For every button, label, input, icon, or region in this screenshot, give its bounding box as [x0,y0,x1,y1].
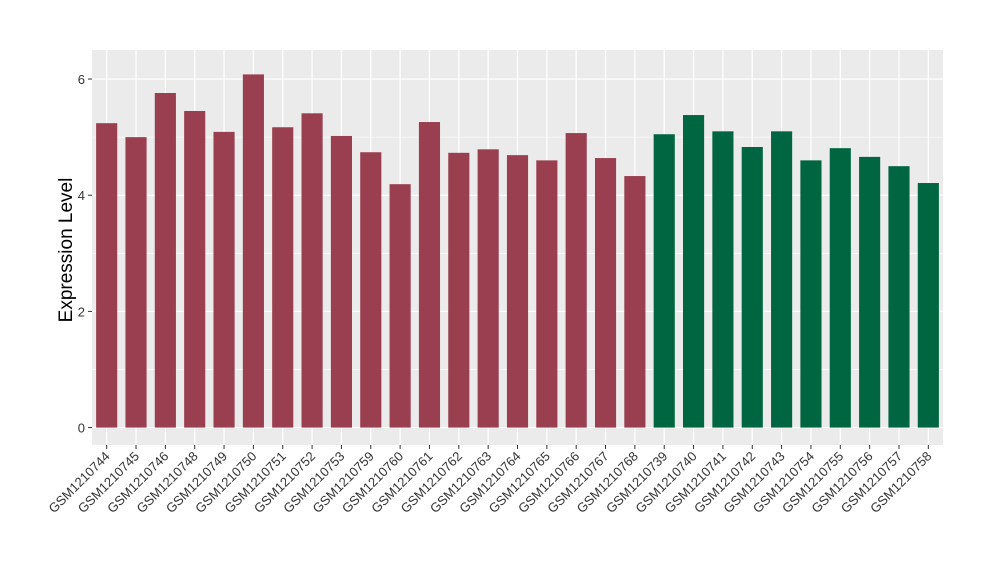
bar-GSM1210758 [917,183,939,428]
bar-GSM1210745 [125,137,147,428]
bar-GSM1210739 [653,134,675,428]
bar-GSM1210755 [829,148,851,428]
y-tick-label: 6 [78,72,85,87]
y-tick-label: 2 [78,304,85,319]
bar-GSM1210760 [389,184,411,428]
bar-GSM1210743 [771,131,793,428]
bar-GSM1210764 [506,155,529,428]
y-tick-label: 4 [78,188,85,203]
bar-GSM1210742 [741,147,763,428]
bar-GSM1210753 [330,135,352,428]
bar-GSM1210762 [448,152,470,428]
bar-GSM1210767 [594,158,617,428]
bar-GSM1210756 [859,156,881,428]
bar-GSM1210759 [360,152,382,428]
bar-GSM1210766 [565,133,587,428]
bar-GSM1210750 [242,74,264,428]
y-axis-label: Expression Level [56,178,77,323]
bar-GSM1210740 [683,115,705,428]
bar-GSM1210768 [624,176,646,428]
bar-GSM1210752 [301,113,323,428]
bar-GSM1210749 [213,131,235,428]
bar-GSM1210763 [477,149,499,428]
bar-GSM1210746 [154,92,176,428]
y-tick-label: 0 [78,421,85,436]
bar-GSM1210765 [536,160,558,428]
bar-GSM1210741 [712,131,734,428]
bar-GSM1210744 [96,123,118,428]
bar-GSM1210761 [418,122,441,428]
bar-GSM1210754 [800,160,822,428]
bar-GSM1210751 [272,127,294,428]
bar-GSM1210757 [888,166,910,428]
bar-GSM1210748 [184,110,206,428]
